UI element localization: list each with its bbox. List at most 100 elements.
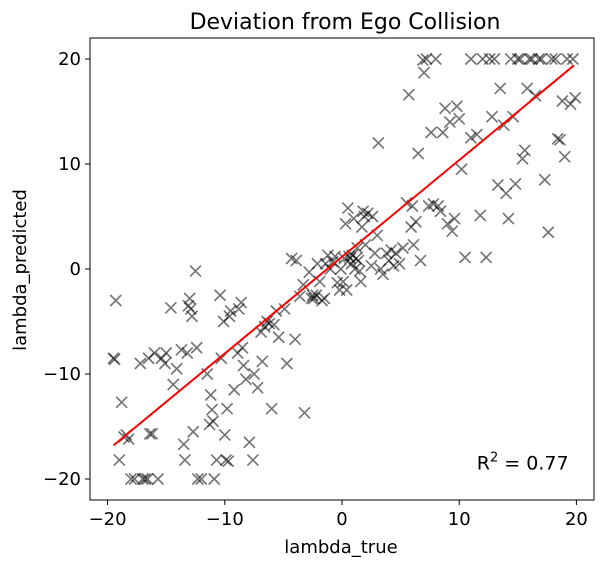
data-point — [280, 357, 293, 370]
data-point — [518, 144, 531, 157]
x-tick-label: −20 — [89, 509, 127, 530]
data-point — [502, 212, 515, 225]
data-point — [207, 415, 220, 428]
data-point — [538, 173, 551, 186]
data-point — [402, 88, 415, 101]
data-point — [318, 292, 331, 305]
x-tick-label: 0 — [336, 509, 347, 530]
data-point — [306, 289, 319, 302]
data-point — [443, 115, 456, 129]
data-point — [160, 346, 173, 360]
data-point — [500, 187, 513, 200]
data-point — [337, 275, 350, 288]
data-point — [139, 472, 152, 486]
data-point — [267, 318, 281, 331]
data-point — [545, 52, 558, 66]
data-point — [113, 454, 126, 467]
data-point — [141, 472, 154, 486]
data-point — [237, 359, 250, 372]
data-point — [429, 52, 442, 66]
data-point — [509, 177, 522, 191]
data-point — [184, 302, 197, 315]
data-point — [222, 455, 235, 468]
data-point — [210, 454, 223, 467]
data-point — [353, 265, 366, 278]
data-point — [414, 254, 427, 267]
data-point — [136, 472, 149, 486]
data-point — [265, 402, 278, 415]
data-point — [195, 472, 208, 486]
data-point — [251, 381, 264, 394]
data-point — [511, 52, 524, 66]
data-point — [298, 406, 311, 419]
data-point — [425, 126, 438, 139]
data-point — [420, 52, 433, 66]
data-point — [483, 52, 496, 66]
data-point — [494, 82, 507, 95]
data-point — [178, 454, 192, 467]
data-point — [290, 254, 303, 267]
data-point — [448, 212, 461, 225]
data-point — [542, 226, 555, 239]
data-point — [297, 278, 310, 291]
data-point — [523, 52, 536, 66]
data-point — [248, 367, 261, 381]
data-point — [436, 126, 449, 139]
data-point — [218, 428, 231, 441]
data-point — [480, 251, 493, 264]
data-point — [564, 98, 577, 111]
data-point — [474, 209, 487, 222]
data-point — [224, 304, 237, 318]
data-point — [416, 53, 429, 67]
data-point — [191, 472, 204, 486]
y-tick-label: 20 — [58, 49, 81, 70]
data-point — [228, 383, 241, 396]
plot-frame — [89, 37, 595, 501]
data-point — [450, 100, 463, 113]
x-tick-label: −10 — [206, 509, 244, 530]
data-point — [164, 301, 177, 314]
data-point — [339, 217, 352, 230]
data-point — [109, 294, 122, 307]
x-tick-label: 10 — [448, 509, 471, 530]
data-point — [124, 472, 138, 486]
data-point — [324, 262, 337, 276]
axis-ticks: −20 −10 0 10 20 −20 −10 0 10 20 — [43, 49, 588, 530]
data-point — [214, 289, 227, 302]
r-squared-annotation: R2 = 0.77 — [477, 450, 569, 474]
data-point — [236, 341, 249, 354]
data-point — [393, 257, 406, 270]
data-point — [108, 353, 121, 366]
data-point — [516, 152, 529, 165]
data-point — [181, 346, 194, 360]
data-point — [134, 357, 147, 370]
data-point — [455, 163, 468, 176]
data-point — [376, 268, 390, 281]
data-point — [146, 427, 159, 440]
data-point — [556, 94, 569, 108]
data-point — [175, 343, 188, 356]
data-point — [293, 290, 306, 303]
x-tick-label: 20 — [565, 509, 588, 530]
data-point — [289, 333, 302, 346]
data-point — [235, 296, 248, 309]
data-point — [389, 247, 402, 260]
data-point — [514, 52, 527, 66]
data-point — [208, 472, 221, 486]
data-point — [569, 91, 582, 104]
data-point — [396, 241, 410, 255]
data-point — [189, 265, 202, 278]
data-point — [535, 52, 548, 66]
data-point — [204, 388, 217, 402]
y-tick-label: 10 — [58, 154, 81, 175]
data-point — [177, 438, 190, 451]
data-point — [185, 310, 199, 323]
data-point — [256, 355, 269, 368]
y-axis-label: lambda_predicted — [10, 189, 31, 351]
data-point — [232, 302, 245, 315]
data-point — [368, 247, 381, 260]
data-point — [246, 454, 259, 467]
data-point — [409, 215, 422, 228]
data-point — [453, 112, 466, 125]
